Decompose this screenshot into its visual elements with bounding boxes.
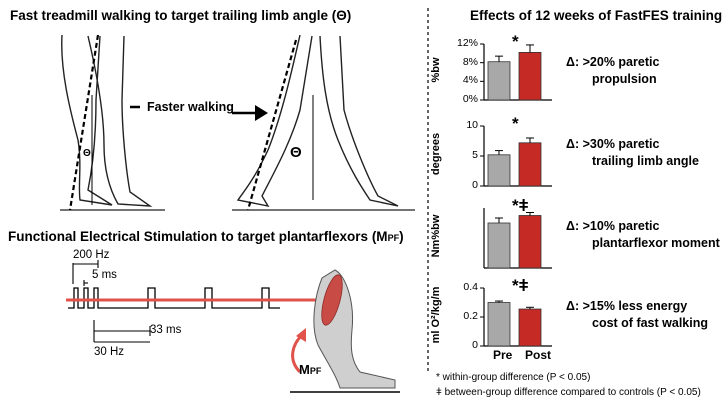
pulse-train (68, 287, 280, 309)
x-label-pre: Pre (493, 348, 513, 362)
bar-post (518, 215, 542, 269)
faster-walking-arrow (130, 105, 268, 121)
effect-summary: Δ: >20% paretic propulsion (566, 55, 660, 86)
label-30hz: 30 Hz (94, 346, 125, 358)
timing-markers (72, 260, 151, 343)
bar-pre (487, 61, 511, 101)
label-200hz: 200 Hz (73, 249, 110, 261)
significance-marker: *ǂ (512, 196, 529, 215)
x-label-post: Post (525, 348, 552, 362)
fes-title: Functional Electrical Stimulation to tar… (8, 229, 404, 244)
bar-post (518, 52, 542, 101)
tick-label: 0% (462, 93, 478, 105)
stimulation-arrow (66, 292, 332, 308)
legs-figure-before (60, 34, 165, 211)
tick-label: 0.4 (463, 281, 478, 293)
note-within-group: * within-group difference (P < 0.05) (436, 372, 591, 383)
note-between-group: ǂ between-group difference compared to c… (436, 387, 701, 398)
y-axis-label: ml O²/kg/m (430, 286, 442, 344)
tick-label: 12% (456, 37, 478, 49)
significance-marker: *ǂ (512, 276, 529, 295)
effects-title: Effects of 12 weeks of FastFES training (470, 8, 723, 23)
bar-charts (480, 43, 552, 347)
treadmill-title: Fast treadmill walking to target trailin… (10, 8, 352, 23)
legs-figure-after (232, 34, 415, 211)
theta-big-label: Θ (290, 144, 302, 161)
tick-label: 10 (466, 119, 478, 131)
effect-summary: Δ: >30% paretic trailing limb angle (566, 137, 699, 168)
y-axis-label: degrees (430, 132, 442, 176)
effect-summary: Δ: >10% paretic plantarflexor moment (566, 219, 720, 250)
theta-small-label: Θ (83, 148, 91, 159)
label-5ms: 5 ms (92, 269, 117, 281)
tick-label: 0 (472, 339, 478, 351)
y-axis-label: %bw (430, 57, 442, 83)
y-axis-label: Nm%bw (430, 214, 442, 258)
moment-label: MPF (299, 362, 322, 377)
label-33ms: 33 ms (150, 324, 182, 336)
bar-pre (487, 222, 511, 269)
lower-leg-figure (290, 269, 400, 393)
trailing-limb-line-after (246, 39, 298, 211)
bar-pre (487, 154, 511, 187)
bar-post (518, 308, 542, 347)
tick-label: 5 (472, 149, 478, 161)
tick-label: 4% (462, 74, 478, 87)
significance-marker: * (512, 114, 519, 133)
tick-label: 8% (462, 55, 478, 68)
effect-summary: Δ: >15% less energy cost of fast walking (566, 299, 708, 330)
significance-marker: * (512, 32, 519, 51)
tick-label: 0.2 (463, 310, 478, 322)
tick-label: 0 (472, 179, 478, 191)
bar-pre (487, 302, 511, 347)
bar-post (518, 142, 542, 187)
faster-walking-label: Faster walking (147, 100, 234, 114)
trailing-limb-line-before (68, 34, 100, 211)
